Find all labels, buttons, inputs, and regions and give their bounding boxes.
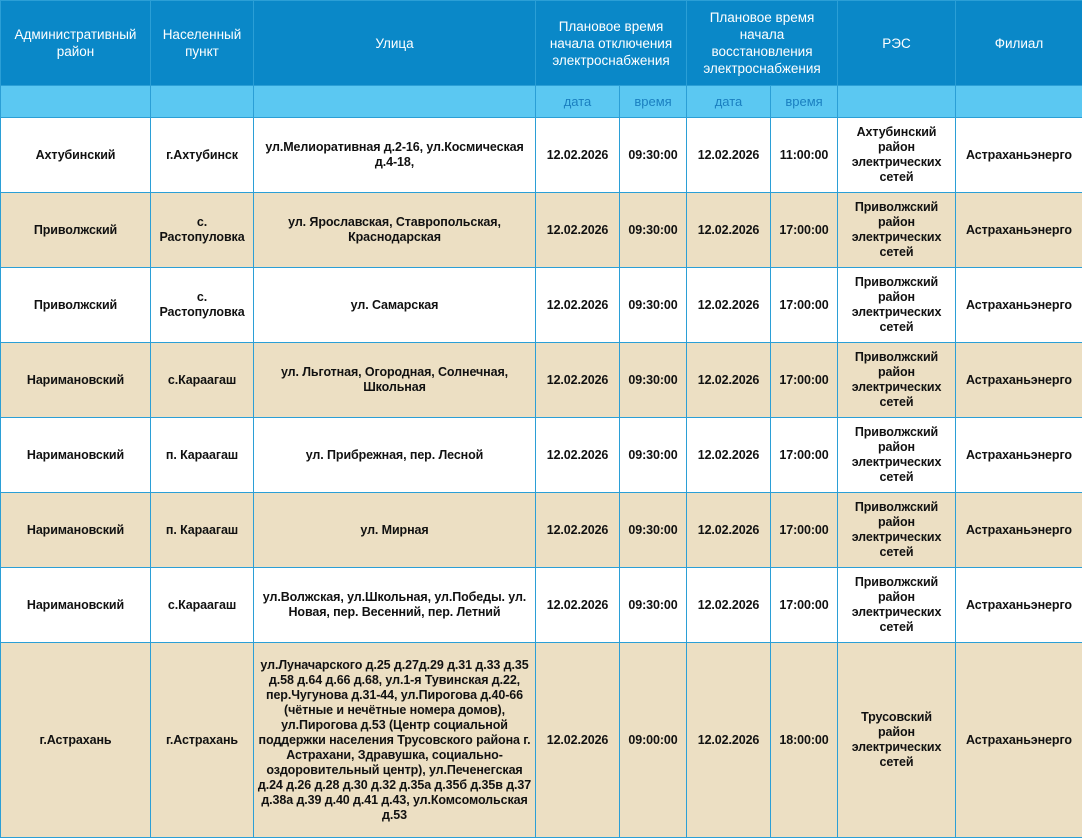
cell-district: Наримановский <box>1 418 151 493</box>
cell-end-time: 11:00:00 <box>771 118 838 193</box>
header-district: Административный район <box>1 1 151 86</box>
cell-branch: Астраханьэнерго <box>956 568 1082 643</box>
cell-end-date: 12.02.2026 <box>687 418 771 493</box>
cell-start-date: 12.02.2026 <box>536 118 620 193</box>
header-branch: Филиал <box>956 1 1082 86</box>
subheader-empty <box>254 86 536 118</box>
cell-street: ул.Мелиоративная д.2-16, ул.Космическая … <box>254 118 536 193</box>
cell-district: Наримановский <box>1 493 151 568</box>
cell-start-date: 12.02.2026 <box>536 418 620 493</box>
cell-branch: Астраханьэнерго <box>956 643 1082 838</box>
subheader-end-date: дата <box>687 86 771 118</box>
cell-start-time: 09:30:00 <box>620 418 687 493</box>
cell-end-time: 18:00:00 <box>771 643 838 838</box>
cell-branch: Астраханьэнерго <box>956 193 1082 268</box>
cell-end-time: 17:00:00 <box>771 418 838 493</box>
cell-street: ул. Прибрежная, пер. Лесной <box>254 418 536 493</box>
cell-locality: п. Караагаш <box>151 418 254 493</box>
cell-end-date: 12.02.2026 <box>687 493 771 568</box>
subheader-start-date: дата <box>536 86 620 118</box>
cell-start-date: 12.02.2026 <box>536 493 620 568</box>
cell-start-date: 12.02.2026 <box>536 643 620 838</box>
cell-locality: г.Ахтубинск <box>151 118 254 193</box>
cell-branch: Астраханьэнерго <box>956 343 1082 418</box>
header-res: РЭС <box>838 1 956 86</box>
cell-end-date: 12.02.2026 <box>687 193 771 268</box>
cell-district: г.Астрахань <box>1 643 151 838</box>
cell-res: Приволжский район электрических сетей <box>838 193 956 268</box>
cell-street: ул. Ярославская, Ставропольская, Краснод… <box>254 193 536 268</box>
subheader-start-time: время <box>620 86 687 118</box>
cell-res: Приволжский район электрических сетей <box>838 493 956 568</box>
cell-res: Приволжский район электрических сетей <box>838 268 956 343</box>
cell-street: ул.Волжская, ул.Школьная, ул.Победы. ул.… <box>254 568 536 643</box>
cell-district: Наримановский <box>1 568 151 643</box>
cell-end-date: 12.02.2026 <box>687 268 771 343</box>
header-street: Улица <box>254 1 536 86</box>
cell-start-time: 09:30:00 <box>620 568 687 643</box>
cell-district: Ахтубинский <box>1 118 151 193</box>
subheader-empty <box>956 86 1082 118</box>
cell-branch: Астраханьэнерго <box>956 118 1082 193</box>
cell-end-date: 12.02.2026 <box>687 343 771 418</box>
cell-district: Приволжский <box>1 268 151 343</box>
cell-end-time: 17:00:00 <box>771 568 838 643</box>
cell-res: Трусовский район электрических сетей <box>838 643 956 838</box>
cell-street: ул.Луначарского д.25 д.27д.29 д.31 д.33 … <box>254 643 536 838</box>
subheader-empty <box>838 86 956 118</box>
cell-end-date: 12.02.2026 <box>687 643 771 838</box>
cell-locality: с. Растопуловка <box>151 193 254 268</box>
cell-street: ул. Самарская <box>254 268 536 343</box>
cell-branch: Астраханьэнерго <box>956 268 1082 343</box>
header-start: Плановое время начала отключения электро… <box>536 1 687 86</box>
subheader-empty <box>151 86 254 118</box>
cell-branch: Астраханьэнерго <box>956 493 1082 568</box>
cell-start-time: 09:30:00 <box>620 493 687 568</box>
cell-locality: с. Растопуловка <box>151 268 254 343</box>
cell-res: Приволжский район электрических сетей <box>838 418 956 493</box>
cell-end-date: 12.02.2026 <box>687 118 771 193</box>
cell-res: Ахтубинский район электрических сетей <box>838 118 956 193</box>
subheader-row: дата время дата время <box>1 86 1082 118</box>
cell-street: ул. Льготная, Огородная, Солнечная, Школ… <box>254 343 536 418</box>
subheader-end-time: время <box>771 86 838 118</box>
header-restore: Плановое время начала восстановления эле… <box>687 1 838 86</box>
header-row: Административный район Населенный пункт … <box>1 1 1082 86</box>
cell-start-time: 09:30:00 <box>620 193 687 268</box>
cell-start-date: 12.02.2026 <box>536 193 620 268</box>
cell-start-date: 12.02.2026 <box>536 343 620 418</box>
cell-locality: с.Караагаш <box>151 343 254 418</box>
cell-end-time: 17:00:00 <box>771 343 838 418</box>
cell-res: Приволжский район электрических сетей <box>838 568 956 643</box>
subheader-empty <box>1 86 151 118</box>
cell-branch: Астраханьэнерго <box>956 418 1082 493</box>
cell-end-time: 17:00:00 <box>771 493 838 568</box>
cell-start-date: 12.02.2026 <box>536 268 620 343</box>
cell-district: Наримановский <box>1 343 151 418</box>
cell-start-time: 09:30:00 <box>620 118 687 193</box>
cell-locality: с.Караагаш <box>151 568 254 643</box>
cell-street: ул. Мирная <box>254 493 536 568</box>
cell-end-date: 12.02.2026 <box>687 568 771 643</box>
cell-district: Приволжский <box>1 193 151 268</box>
cell-start-date: 12.02.2026 <box>536 568 620 643</box>
header-locality: Населенный пункт <box>151 1 254 86</box>
cell-res: Приволжский район электрических сетей <box>838 343 956 418</box>
cell-end-time: 17:00:00 <box>771 268 838 343</box>
cell-locality: п. Караагаш <box>151 493 254 568</box>
cell-start-time: 09:00:00 <box>620 643 687 838</box>
cell-start-time: 09:30:00 <box>620 343 687 418</box>
cell-locality: г.Астрахань <box>151 643 254 838</box>
cell-start-time: 09:30:00 <box>620 268 687 343</box>
cell-end-time: 17:00:00 <box>771 193 838 268</box>
